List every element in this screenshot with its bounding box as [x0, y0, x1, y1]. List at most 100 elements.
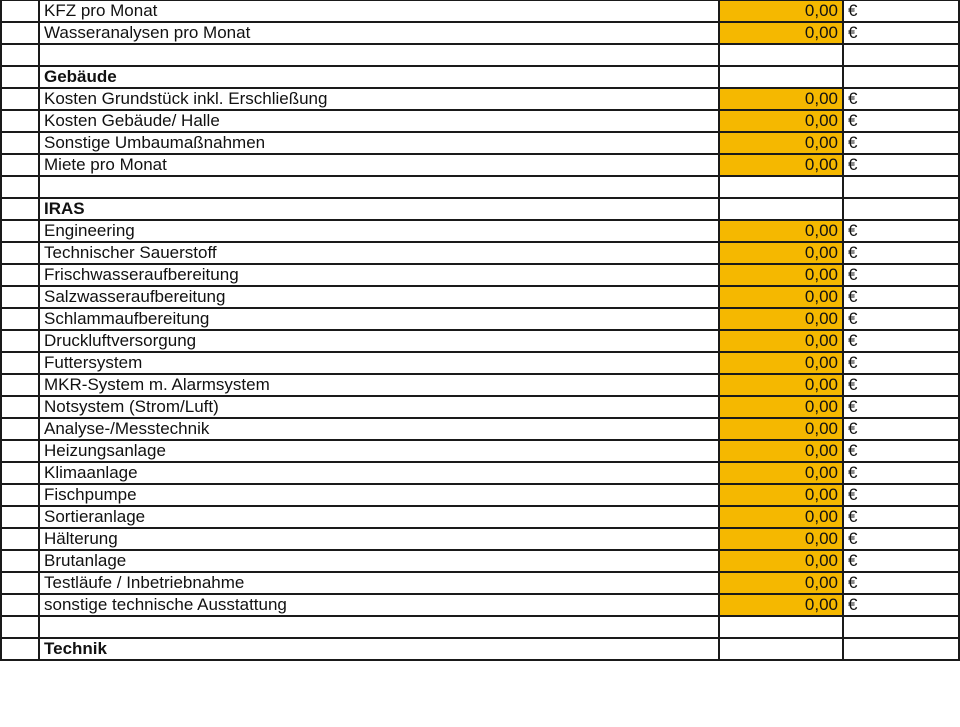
amount-input-cell[interactable]: 0,00: [718, 571, 844, 595]
amount-input-cell[interactable]: 0,00: [718, 505, 844, 529]
currency-cell[interactable]: €: [842, 307, 960, 331]
item-label-cell[interactable]: Hälterung: [38, 527, 720, 551]
empty-unit-cell[interactable]: [842, 615, 960, 639]
item-label-cell[interactable]: Heizungsanlage: [38, 439, 720, 463]
currency-cell[interactable]: €: [842, 351, 960, 375]
empty-unit-cell[interactable]: [842, 43, 960, 67]
currency-cell[interactable]: €: [842, 439, 960, 463]
row-index-cell[interactable]: [0, 527, 40, 551]
row-index-cell[interactable]: [0, 593, 40, 617]
currency-cell[interactable]: €: [842, 109, 960, 133]
currency-cell[interactable]: €: [842, 461, 960, 485]
empty-value-cell[interactable]: [718, 65, 844, 89]
amount-input-cell[interactable]: 0,00: [718, 131, 844, 155]
amount-input-cell[interactable]: 0,00: [718, 461, 844, 485]
empty-unit-cell[interactable]: [842, 197, 960, 221]
row-index-cell[interactable]: [0, 43, 40, 67]
row-index-cell[interactable]: [0, 329, 40, 353]
amount-input-cell[interactable]: 0,00: [718, 417, 844, 441]
currency-cell[interactable]: €: [842, 483, 960, 507]
row-index-cell[interactable]: [0, 87, 40, 111]
section-title-cell[interactable]: Gebäude: [38, 65, 720, 89]
currency-cell[interactable]: €: [842, 593, 960, 617]
row-index-cell[interactable]: [0, 571, 40, 595]
item-label-cell[interactable]: Druckluftversorgung: [38, 329, 720, 353]
row-index-cell[interactable]: [0, 637, 40, 661]
amount-input-cell[interactable]: 0,00: [718, 153, 844, 177]
currency-cell[interactable]: €: [842, 131, 960, 155]
currency-cell[interactable]: €: [842, 241, 960, 265]
amount-input-cell[interactable]: 0,00: [718, 241, 844, 265]
currency-cell[interactable]: €: [842, 373, 960, 397]
row-index-cell[interactable]: [0, 395, 40, 419]
section-title-cell[interactable]: Technik: [38, 637, 720, 661]
row-index-cell[interactable]: [0, 153, 40, 177]
currency-cell[interactable]: €: [842, 527, 960, 551]
currency-cell[interactable]: €: [842, 219, 960, 243]
item-label-cell[interactable]: Sonstige Umbaumaßnahmen: [38, 131, 720, 155]
amount-input-cell[interactable]: 0,00: [718, 21, 844, 45]
item-label-cell[interactable]: Klimaanlage: [38, 461, 720, 485]
item-label-cell[interactable]: Brutanlage: [38, 549, 720, 573]
empty-value-cell[interactable]: [718, 43, 844, 67]
item-label-cell[interactable]: Notsystem (Strom/Luft): [38, 395, 720, 419]
currency-cell[interactable]: €: [842, 21, 960, 45]
empty-label-cell[interactable]: [38, 175, 720, 199]
empty-label-cell[interactable]: [38, 43, 720, 67]
row-index-cell[interactable]: [0, 109, 40, 133]
item-label-cell[interactable]: Analyse-/Messtechnik: [38, 417, 720, 441]
empty-label-cell[interactable]: [38, 615, 720, 639]
amount-input-cell[interactable]: 0,00: [718, 109, 844, 133]
amount-input-cell[interactable]: 0,00: [718, 593, 844, 617]
item-label-cell[interactable]: MKR-System m. Alarmsystem: [38, 373, 720, 397]
currency-cell[interactable]: €: [842, 549, 960, 573]
empty-value-cell[interactable]: [718, 637, 844, 661]
row-index-cell[interactable]: [0, 285, 40, 309]
item-label-cell[interactable]: Kosten Grundstück inkl. Erschließung: [38, 87, 720, 111]
amount-input-cell[interactable]: 0,00: [718, 395, 844, 419]
currency-cell[interactable]: €: [842, 153, 960, 177]
item-label-cell[interactable]: Technischer Sauerstoff: [38, 241, 720, 265]
item-label-cell[interactable]: Kosten Gebäude/ Halle: [38, 109, 720, 133]
item-label-cell[interactable]: Frischwasseraufbereitung: [38, 263, 720, 287]
item-label-cell[interactable]: KFZ pro Monat: [38, 0, 720, 23]
currency-cell[interactable]: €: [842, 329, 960, 353]
empty-unit-cell[interactable]: [842, 637, 960, 661]
row-index-cell[interactable]: [0, 505, 40, 529]
row-index-cell[interactable]: [0, 197, 40, 221]
currency-cell[interactable]: €: [842, 395, 960, 419]
row-index-cell[interactable]: [0, 351, 40, 375]
row-index-cell[interactable]: [0, 373, 40, 397]
row-index-cell[interactable]: [0, 483, 40, 507]
row-index-cell[interactable]: [0, 65, 40, 89]
empty-value-cell[interactable]: [718, 197, 844, 221]
row-index-cell[interactable]: [0, 461, 40, 485]
row-index-cell[interactable]: [0, 219, 40, 243]
empty-value-cell[interactable]: [718, 175, 844, 199]
amount-input-cell[interactable]: 0,00: [718, 527, 844, 551]
item-label-cell[interactable]: Futtersystem: [38, 351, 720, 375]
section-title-cell[interactable]: IRAS: [38, 197, 720, 221]
item-label-cell[interactable]: Salzwasseraufbereitung: [38, 285, 720, 309]
amount-input-cell[interactable]: 0,00: [718, 0, 844, 23]
row-index-cell[interactable]: [0, 0, 40, 23]
currency-cell[interactable]: €: [842, 571, 960, 595]
empty-unit-cell[interactable]: [842, 65, 960, 89]
empty-unit-cell[interactable]: [842, 175, 960, 199]
item-label-cell[interactable]: Engineering: [38, 219, 720, 243]
currency-cell[interactable]: €: [842, 285, 960, 309]
currency-cell[interactable]: €: [842, 505, 960, 529]
item-label-cell[interactable]: Miete pro Monat: [38, 153, 720, 177]
amount-input-cell[interactable]: 0,00: [718, 549, 844, 573]
currency-cell[interactable]: €: [842, 263, 960, 287]
currency-cell[interactable]: €: [842, 87, 960, 111]
row-index-cell[interactable]: [0, 263, 40, 287]
amount-input-cell[interactable]: 0,00: [718, 219, 844, 243]
row-index-cell[interactable]: [0, 439, 40, 463]
amount-input-cell[interactable]: 0,00: [718, 351, 844, 375]
amount-input-cell[interactable]: 0,00: [718, 329, 844, 353]
empty-value-cell[interactable]: [718, 615, 844, 639]
row-index-cell[interactable]: [0, 417, 40, 441]
currency-cell[interactable]: €: [842, 0, 960, 23]
item-label-cell[interactable]: Testläufe / Inbetriebnahme: [38, 571, 720, 595]
